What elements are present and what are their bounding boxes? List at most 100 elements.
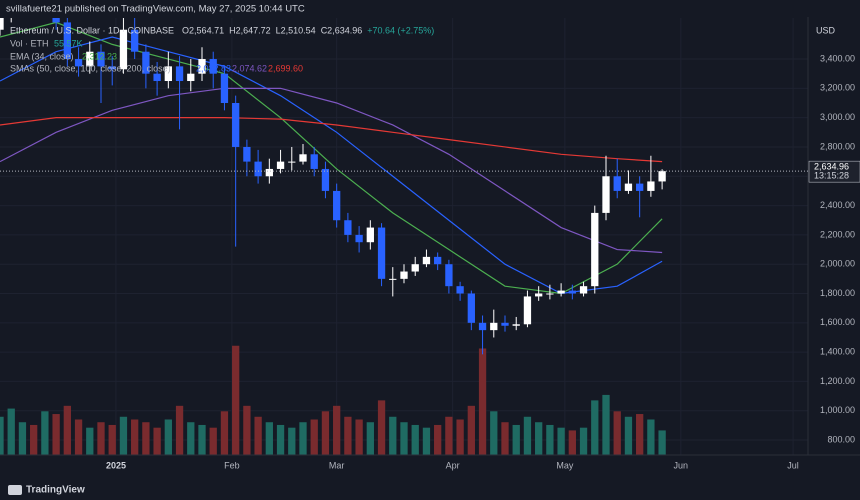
sma-legend-value: 2,699.60 [268, 63, 303, 73]
candle-body [153, 73, 161, 82]
candle-body [97, 51, 105, 67]
candle-body [602, 176, 610, 213]
volume-bar [52, 414, 60, 455]
volume-bar [377, 400, 386, 455]
sma-legend-value: 2,022.83 [196, 63, 231, 73]
volume-bar [647, 419, 655, 455]
volume-bar [310, 419, 318, 455]
candle-body [546, 293, 554, 295]
volume-bar [389, 416, 397, 455]
logo [8, 485, 22, 495]
volume-bar [164, 419, 172, 455]
volume-bar [523, 416, 532, 455]
candle-body [108, 66, 116, 70]
legend: Ethereum / U.S. Dollar · 1D · COINBASE V… [10, 25, 434, 73]
volume-bar [602, 394, 610, 455]
y-tick-label: 1,200.00 [820, 376, 855, 386]
candle-body [624, 183, 633, 191]
candle-body [411, 264, 419, 272]
candle-body [63, 22, 71, 60]
volume-bar [411, 424, 419, 455]
y-tick-label: 3,200.00 [820, 83, 855, 93]
volume-bar [579, 427, 588, 455]
candle-body [512, 324, 520, 326]
candle-body [490, 322, 498, 331]
y-tick-label: 2,800.00 [820, 141, 855, 151]
candle-body [52, 18, 60, 23]
x-tick-label: 2025 [106, 460, 126, 470]
x-tick-label: Jun [674, 460, 689, 470]
volume-bar [209, 427, 217, 455]
ohlc-value: H2,647.72 [229, 25, 271, 35]
candle-body [344, 220, 352, 235]
candle-body [613, 176, 621, 191]
y-tick-label: 1,800.00 [820, 288, 855, 298]
volume-bar [97, 422, 105, 455]
volume-layer [0, 345, 666, 455]
candle-body [131, 29, 139, 52]
candle-body [422, 256, 431, 265]
volume-bar [41, 411, 49, 455]
y-tick-label: 2,000.00 [820, 259, 855, 269]
volume-bar [613, 411, 621, 455]
ohlc-value: +70.64 (+2.75%) [367, 25, 434, 35]
header: svillafuerte21 published on TradingView.… [6, 4, 305, 15]
candle-body [355, 234, 363, 243]
candle-body [579, 286, 588, 294]
candle-body [647, 181, 655, 191]
volume-bar [546, 424, 554, 455]
candle-body [0, 18, 4, 30]
volume-bar [276, 424, 285, 455]
candle-body [74, 59, 83, 67]
volume-bar [434, 424, 442, 455]
volume-bar [478, 348, 487, 455]
footer: TradingView [26, 485, 85, 496]
volume-bar [512, 424, 520, 455]
candle-body [209, 59, 217, 74]
volume-bar [321, 411, 330, 455]
price-tag-price: 2,634.96 [814, 162, 849, 172]
y-tick-label: 3,400.00 [820, 53, 855, 63]
volume-bar [198, 424, 206, 455]
volume-bar [501, 422, 509, 455]
volume-bar [175, 405, 184, 455]
candle-body [389, 278, 397, 280]
volume-bar [445, 416, 453, 455]
candle-body [467, 293, 475, 323]
candle-body [535, 293, 543, 297]
x-tick-label: Mar [329, 460, 345, 470]
ohlc-value: C2,634.96 [321, 25, 363, 35]
volume-bar [288, 427, 296, 455]
price-tag-timer: 13:15:28 [814, 171, 849, 181]
volume-bar [153, 427, 161, 455]
volume-bar [355, 419, 363, 455]
volume-bar [220, 411, 229, 455]
candle-body [187, 73, 195, 82]
currency: USD [816, 25, 836, 35]
y-tick-label: 3,000.00 [820, 112, 855, 122]
volume-bar [30, 424, 38, 455]
candle-body [591, 212, 599, 287]
candle-body [501, 322, 509, 326]
x-tick-label: May [556, 460, 574, 470]
volume-bar [74, 419, 83, 455]
footer-bar [0, 480, 860, 500]
ema-legend: EMA (34, close) [10, 51, 74, 61]
volume-bar [254, 416, 262, 455]
volume-bar [232, 345, 240, 455]
volume-bar [624, 416, 633, 455]
volume-bar [400, 422, 408, 455]
x-tick-label: Feb [224, 460, 240, 470]
volume-bar [333, 405, 341, 455]
volume-bar [456, 419, 464, 455]
y-tick-label: 800.00 [827, 434, 855, 444]
volume-bar [18, 422, 27, 455]
volume-legend: Vol · ETH [10, 38, 49, 48]
y-tick-label: 1,400.00 [820, 346, 855, 356]
sma-legend-value: 2,074.62 [232, 63, 267, 73]
sma-legend: SMAs (50, close, 100, close, 200, close) [10, 63, 171, 73]
volume-bar [366, 422, 374, 455]
volume-bar [86, 427, 94, 455]
